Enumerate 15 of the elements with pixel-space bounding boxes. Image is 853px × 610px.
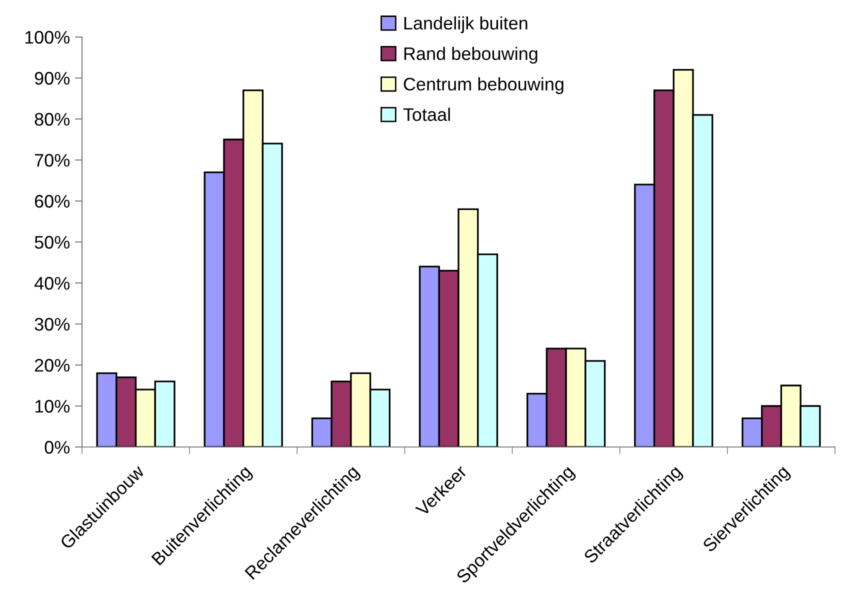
legend-label: Rand bebouwing	[404, 46, 538, 64]
y-tick-label: 90%	[34, 72, 70, 85]
y-tick-label: 70%	[34, 154, 70, 167]
legend-label: Centrum bebouwing	[404, 77, 564, 94]
y-tick-label: 100%	[25, 30, 70, 44]
y-tick-label: 10%	[35, 400, 70, 413]
y-tick-label: 80%	[34, 112, 70, 126]
legend-label: Landelijk buiten	[404, 16, 528, 34]
y-tick-label: 0%	[44, 440, 70, 454]
y-tick-label: 60%	[34, 194, 70, 208]
y-tick-label: 40%	[34, 276, 70, 290]
legend-label: Totaal	[403, 108, 450, 122]
y-tick-label: 30%	[34, 318, 70, 331]
y-tick-label: 50%	[34, 236, 70, 249]
y-tick-label: 20%	[34, 358, 70, 372]
